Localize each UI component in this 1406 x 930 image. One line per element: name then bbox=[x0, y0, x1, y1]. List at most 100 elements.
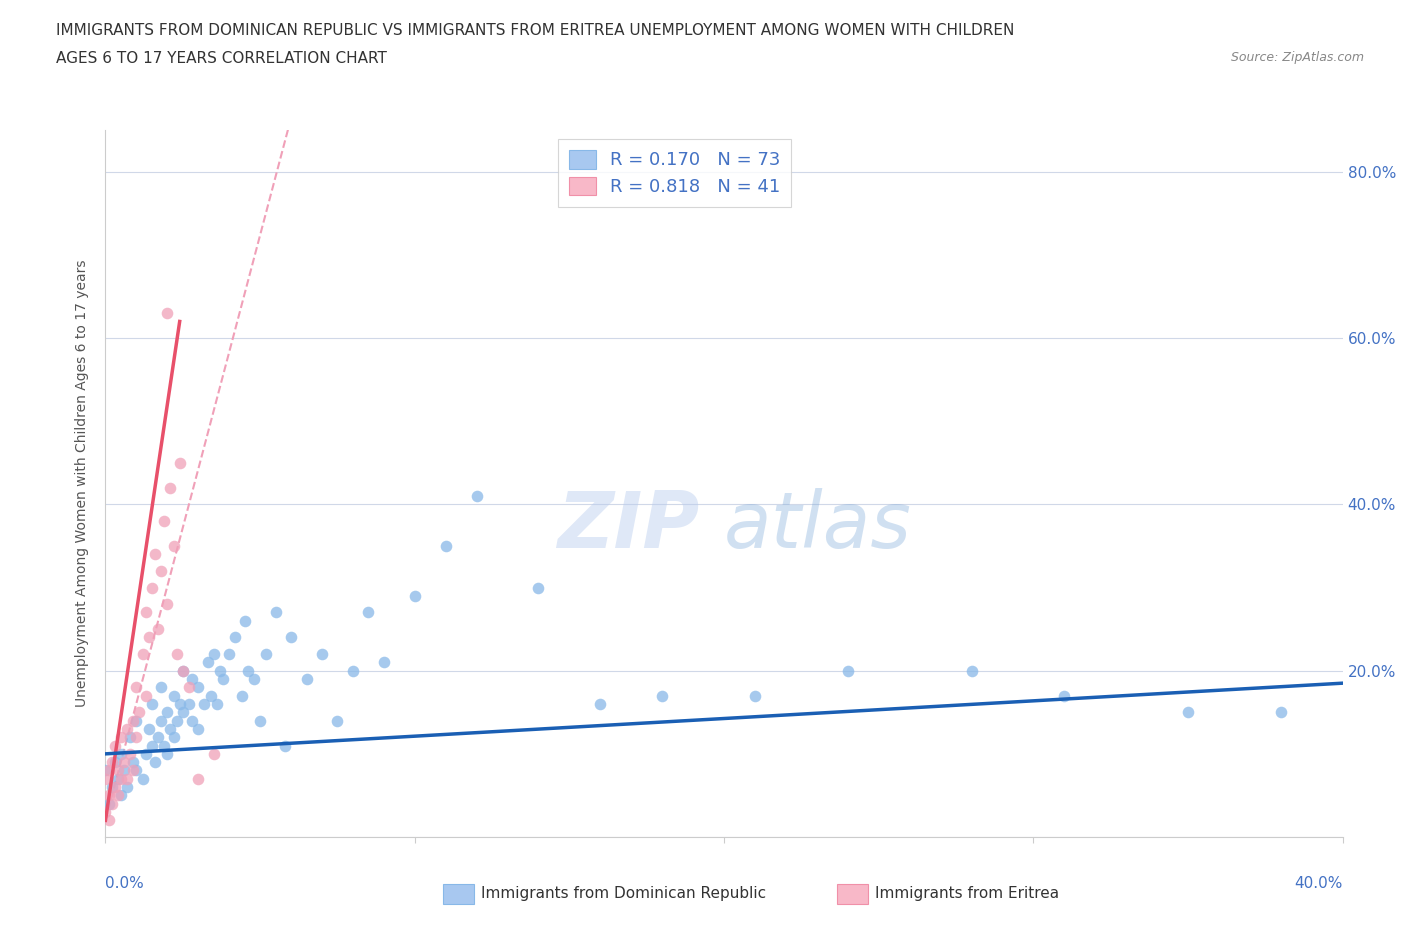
Point bbox=[156, 705, 179, 720]
Point bbox=[205, 697, 228, 711]
Point bbox=[465, 488, 488, 503]
Point bbox=[342, 663, 364, 678]
Point bbox=[104, 779, 127, 794]
Point bbox=[138, 630, 160, 644]
Point bbox=[107, 788, 129, 803]
Text: Immigrants from Dominican Republic: Immigrants from Dominican Republic bbox=[481, 886, 766, 901]
Point bbox=[97, 796, 120, 811]
Text: Source: ZipAtlas.com: Source: ZipAtlas.com bbox=[1230, 51, 1364, 64]
Point bbox=[100, 796, 122, 811]
Point bbox=[146, 730, 169, 745]
Point bbox=[434, 538, 457, 553]
Point bbox=[1053, 688, 1076, 703]
Point bbox=[150, 680, 173, 695]
Point bbox=[295, 671, 318, 686]
Point bbox=[169, 697, 191, 711]
Point bbox=[224, 630, 246, 644]
Point bbox=[357, 605, 380, 620]
Point bbox=[122, 713, 145, 728]
Point bbox=[208, 663, 231, 678]
Point bbox=[94, 763, 117, 777]
Point bbox=[373, 655, 395, 670]
Point bbox=[197, 655, 219, 670]
Point bbox=[104, 738, 127, 753]
Point bbox=[187, 771, 209, 786]
Point bbox=[249, 713, 271, 728]
Point bbox=[112, 755, 135, 770]
Point bbox=[651, 688, 673, 703]
Point bbox=[156, 306, 179, 321]
Point bbox=[960, 663, 983, 678]
Point bbox=[153, 738, 176, 753]
Text: Immigrants from Eritrea: Immigrants from Eritrea bbox=[875, 886, 1059, 901]
Point bbox=[125, 680, 148, 695]
Point bbox=[110, 771, 132, 786]
Point bbox=[135, 688, 157, 703]
Point bbox=[97, 813, 120, 828]
Point bbox=[172, 663, 194, 678]
Point bbox=[254, 646, 277, 661]
Point bbox=[94, 771, 117, 786]
Point bbox=[143, 547, 166, 562]
Point bbox=[143, 755, 166, 770]
Point bbox=[744, 688, 766, 703]
Point bbox=[187, 722, 209, 737]
Point bbox=[1270, 705, 1292, 720]
Point bbox=[172, 705, 194, 720]
Point bbox=[128, 705, 150, 720]
Point bbox=[135, 747, 157, 762]
Point bbox=[153, 513, 176, 528]
Text: AGES 6 TO 17 YEARS CORRELATION CHART: AGES 6 TO 17 YEARS CORRELATION CHART bbox=[56, 51, 387, 66]
Point bbox=[162, 730, 184, 745]
Point bbox=[166, 646, 188, 661]
Point bbox=[187, 680, 209, 695]
Point bbox=[326, 713, 349, 728]
Point bbox=[125, 730, 148, 745]
Point bbox=[141, 697, 163, 711]
Point bbox=[200, 688, 222, 703]
Point bbox=[202, 646, 225, 661]
Point bbox=[115, 722, 138, 737]
Point bbox=[162, 688, 184, 703]
Point bbox=[110, 730, 132, 745]
Point bbox=[141, 580, 163, 595]
Point bbox=[110, 788, 132, 803]
Point bbox=[527, 580, 550, 595]
Point bbox=[107, 771, 129, 786]
Text: 0.0%: 0.0% bbox=[105, 876, 145, 891]
Point bbox=[202, 747, 225, 762]
Point bbox=[159, 480, 181, 495]
Point bbox=[181, 713, 204, 728]
Point bbox=[177, 697, 200, 711]
Point bbox=[94, 804, 117, 819]
Point bbox=[172, 663, 194, 678]
Point bbox=[97, 788, 120, 803]
Point bbox=[100, 779, 122, 794]
Point bbox=[120, 747, 142, 762]
Point bbox=[115, 771, 138, 786]
Point bbox=[589, 697, 612, 711]
Point bbox=[218, 646, 240, 661]
Point bbox=[233, 614, 256, 629]
Text: atlas: atlas bbox=[724, 488, 912, 564]
Point bbox=[156, 747, 179, 762]
Point bbox=[110, 747, 132, 762]
Y-axis label: Unemployment Among Women with Children Ages 6 to 17 years: Unemployment Among Women with Children A… bbox=[76, 259, 90, 708]
Point bbox=[280, 630, 302, 644]
Point bbox=[311, 646, 333, 661]
Point bbox=[159, 722, 181, 737]
Text: ZIP: ZIP bbox=[557, 488, 699, 564]
Point bbox=[125, 713, 148, 728]
Point bbox=[156, 597, 179, 612]
Point bbox=[169, 456, 191, 471]
Point bbox=[135, 605, 157, 620]
Point bbox=[274, 738, 297, 753]
Point bbox=[177, 680, 200, 695]
Point bbox=[264, 605, 287, 620]
Point bbox=[97, 763, 120, 777]
Point bbox=[193, 697, 215, 711]
Point bbox=[150, 564, 173, 578]
Point bbox=[150, 713, 173, 728]
Point bbox=[837, 663, 859, 678]
Point bbox=[107, 763, 129, 777]
